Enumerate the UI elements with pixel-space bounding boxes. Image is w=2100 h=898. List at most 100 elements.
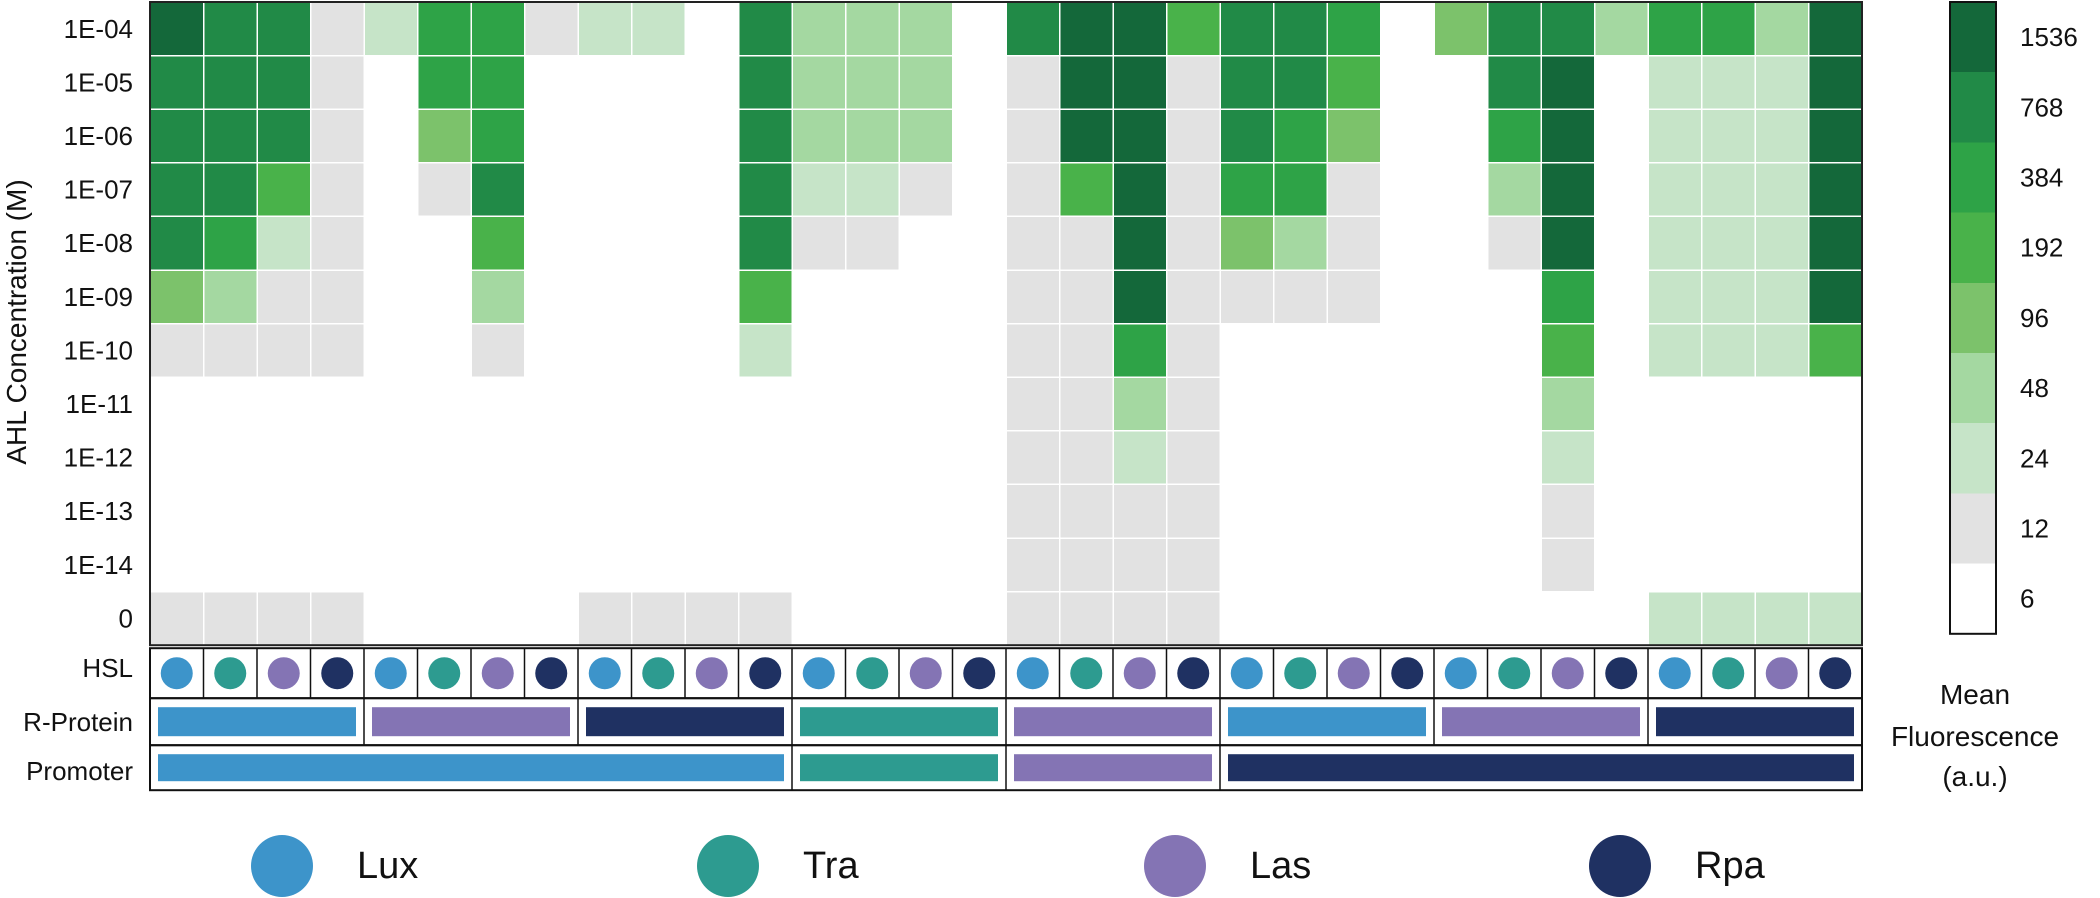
heatmap-cell [1219,376,1275,432]
colorbar-bin [1950,493,1996,564]
heatmap-cell [1379,483,1435,539]
heatmap-cell [1219,269,1275,325]
colorbar-tick-label: 6 [2020,584,2034,614]
heatmap-cell [951,162,1007,218]
heatmap-cell [791,483,847,539]
heatmap-cell [1005,108,1061,164]
hsl-dot [1658,657,1691,690]
heatmap-cell [1219,537,1275,593]
heatmap-cell [791,430,847,486]
heatmap-cell [1807,430,1863,486]
heatmap-cell [1754,269,1810,325]
heatmap-cell [1540,430,1596,486]
legend-swatch [1144,835,1206,897]
hsl-dot [909,657,942,690]
heatmap-cell [202,215,258,271]
heatmap-cell [1486,108,1542,164]
heatmap-cell [256,162,312,218]
heatmap-cell [1112,322,1168,378]
heatmap-cell [256,376,312,432]
heatmap-cell [256,108,312,164]
heatmap-cell [1486,162,1542,218]
heatmap-cell [1005,590,1061,646]
heatmap-cell [256,1,312,57]
hsl-dot [535,657,568,690]
heatmap-cell [898,215,954,271]
heatmap-cell [684,483,740,539]
heatmap-cell [1700,590,1756,646]
colorbar-bin [1950,423,1996,494]
r-protein-bar [158,707,356,737]
heatmap-cell [1326,376,1382,432]
heatmap-cell [1058,590,1114,646]
heatmap-cell [1754,430,1810,486]
heatmap-cell [684,215,740,271]
heatmap-cell [577,54,633,110]
heatmap-cell [416,54,472,110]
heatmap-cell [1700,269,1756,325]
heatmap-cell [791,322,847,378]
heatmap-cell [1219,162,1275,218]
heatmap-cell [844,322,900,378]
heatmap-cell [791,269,847,325]
r-protein-track-label: R-Protein [23,707,133,737]
heatmap-cell [951,376,1007,432]
heatmap-cell [844,215,900,271]
hsl-dot [1551,657,1584,690]
heatmap-cell [1647,322,1703,378]
heatmap-cell [309,483,365,539]
colorbar-tick-label: 48 [2020,373,2049,403]
colorbar-bin [1950,142,1996,213]
heatmap-cell [149,162,205,218]
heatmap-cell [416,537,472,593]
heatmap-cell [1754,590,1810,646]
heatmap-cell [1593,430,1649,486]
r-protein-bar [586,707,784,737]
heatmap-cell [1326,269,1382,325]
heatmap-cell [470,162,526,218]
heatmap-cell [1165,322,1221,378]
heatmap-cell [416,430,472,486]
heatmap-cell [363,376,419,432]
heatmap-cell [1647,269,1703,325]
heatmap-cell [1272,269,1328,325]
colorbar-tick-label: 12 [2020,514,2049,544]
legend-label: Lux [357,845,418,887]
heatmap-cell [1165,269,1221,325]
heatmap-cell [1112,269,1168,325]
heatmap-cell [363,215,419,271]
heatmap-cell [1593,269,1649,325]
y-tick-label: 1E-10 [64,335,133,365]
heatmap-cell [684,537,740,593]
heatmap-cell [1058,430,1114,486]
heatmap-cell [309,1,365,57]
heatmap-cell [1165,108,1221,164]
heatmap-cell [1486,1,1542,57]
hsl-dot [1123,657,1156,690]
hsl-dot [856,657,889,690]
heatmap-cell [1433,430,1489,486]
heatmap-cell [844,430,900,486]
heatmap-cell [1272,590,1328,646]
hsl-dot [1070,657,1103,690]
heatmap-cell [737,483,793,539]
heatmap-cell [363,108,419,164]
y-tick-label: 1E-12 [64,443,133,473]
heatmap-cell [1112,590,1168,646]
heatmap-cell [363,537,419,593]
heatmap-cell [416,108,472,164]
promoter-bar [1014,754,1212,782]
heatmap-cell [951,483,1007,539]
heatmap-cell [951,108,1007,164]
heatmap-cell [1540,269,1596,325]
heatmap-cell [1379,54,1435,110]
heatmap-cell [1272,483,1328,539]
heatmap-cell [256,430,312,486]
heatmap-cell [1754,54,1810,110]
heatmap-cell [1700,537,1756,593]
heatmap-cell [951,430,1007,486]
heatmap-cell [416,483,472,539]
heatmap-cell [951,322,1007,378]
heatmap-cell [1647,1,1703,57]
y-tick-label: 0 [119,603,133,633]
